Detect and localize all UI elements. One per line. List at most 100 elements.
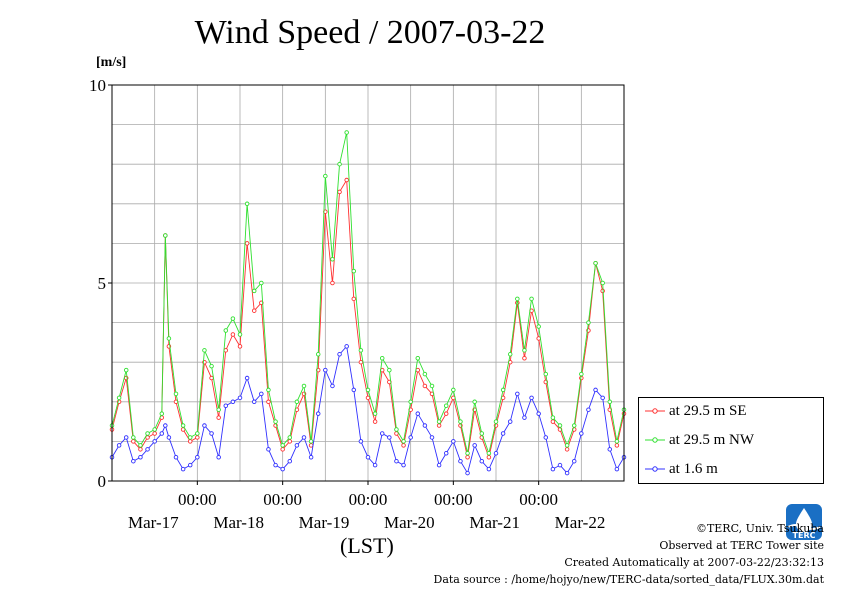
data-point	[337, 352, 342, 357]
data-point	[344, 177, 349, 183]
data-point	[365, 395, 371, 401]
terc-logo-icon: TERC	[784, 503, 824, 541]
data-point	[614, 466, 620, 472]
data-point	[202, 348, 207, 353]
data-point	[472, 399, 477, 405]
data-point	[159, 411, 165, 416]
data-point	[202, 423, 207, 428]
y-tick-label: 10	[89, 76, 106, 95]
data-point	[330, 280, 335, 286]
data-point	[315, 411, 321, 416]
data-point	[564, 470, 570, 476]
footer-observed: Observed at TERC Tower site	[659, 539, 824, 552]
data-point	[187, 435, 193, 440]
data-point	[479, 458, 485, 464]
data-point	[522, 355, 527, 361]
data-point	[486, 451, 492, 456]
data-point	[500, 431, 506, 436]
data-point	[408, 435, 413, 440]
data-point	[138, 443, 143, 448]
x-tick-date-label: Mar-20	[384, 513, 435, 532]
data-point	[209, 363, 214, 369]
data-point	[465, 451, 470, 456]
data-point	[379, 431, 385, 436]
data-point	[244, 375, 250, 381]
data-point	[479, 431, 485, 436]
data-point	[152, 431, 157, 436]
data-point	[451, 387, 456, 393]
data-point	[600, 395, 605, 401]
data-point	[223, 403, 229, 409]
data-point	[337, 189, 342, 195]
x-tick-time-label: 00:00	[519, 490, 558, 509]
data-point	[550, 466, 556, 472]
data-point	[607, 447, 613, 452]
x-tick-time-label: 00:00	[178, 490, 217, 509]
footer-source: Data source : /home/hojyo/new/TERC-data/…	[433, 573, 825, 586]
chart-title: Wind Speed / 2007-03-22	[194, 14, 546, 51]
svg-text:TERC: TERC	[793, 531, 816, 540]
data-point	[315, 352, 321, 357]
data-point	[180, 423, 186, 428]
legend-marker-low	[645, 462, 665, 476]
data-point	[486, 454, 492, 460]
data-point	[429, 435, 435, 440]
data-point	[543, 371, 549, 377]
data-point	[465, 470, 470, 476]
data-point	[145, 447, 150, 452]
data-point	[152, 439, 157, 444]
data-point	[131, 458, 136, 464]
data-point	[493, 419, 499, 424]
data-point	[372, 462, 378, 468]
data-point	[422, 423, 428, 428]
legend-marker-se	[645, 404, 665, 418]
data-point	[344, 130, 349, 135]
data-point	[571, 423, 577, 428]
y-axis-unit-label: [m/s]	[96, 55, 127, 70]
data-point	[522, 415, 527, 420]
data-point	[216, 407, 221, 412]
data-point	[287, 458, 293, 464]
data-point	[408, 399, 413, 405]
data-point	[230, 399, 236, 405]
data-point	[159, 431, 165, 436]
data-point	[308, 439, 314, 444]
data-point	[237, 332, 243, 337]
data-point	[244, 201, 250, 207]
x-tick-date-label: Mar-22	[555, 513, 606, 532]
data-point	[330, 256, 335, 262]
data-point	[443, 403, 449, 409]
data-point	[493, 451, 499, 456]
data-point	[593, 260, 598, 266]
x-tick-time-label: 00:00	[434, 490, 473, 509]
data-point	[500, 387, 506, 393]
data-point	[163, 233, 168, 238]
data-point	[387, 435, 392, 440]
footer-created: Created Automatically at 2007-03-22/23:3…	[564, 556, 824, 569]
data-point	[536, 411, 541, 416]
data-point	[415, 411, 421, 416]
data-point	[266, 399, 271, 405]
data-point	[358, 359, 364, 365]
data-point	[308, 454, 314, 460]
y-tick-label: 5	[98, 274, 107, 293]
data-point	[436, 462, 442, 468]
data-point	[415, 367, 421, 373]
legend-label-nw: at 29.5 m NW	[669, 431, 754, 448]
legend-item-se: at 29.5 m SE	[645, 402, 747, 420]
chart-grid	[112, 85, 624, 481]
data-point	[287, 435, 293, 440]
data-point	[237, 344, 243, 349]
data-point	[458, 458, 463, 464]
x-tick-date-label: Mar-18	[213, 513, 264, 532]
data-point	[472, 443, 477, 448]
data-point	[251, 288, 257, 294]
data-point	[273, 462, 278, 468]
data-point	[579, 371, 584, 377]
data-point	[163, 423, 168, 428]
x-tick-date-label: Mar-21	[469, 513, 520, 532]
data-point	[131, 435, 136, 440]
plot-area	[109, 130, 627, 476]
data-point	[387, 367, 392, 373]
legend-item-nw: at 29.5 m NW	[645, 431, 754, 449]
